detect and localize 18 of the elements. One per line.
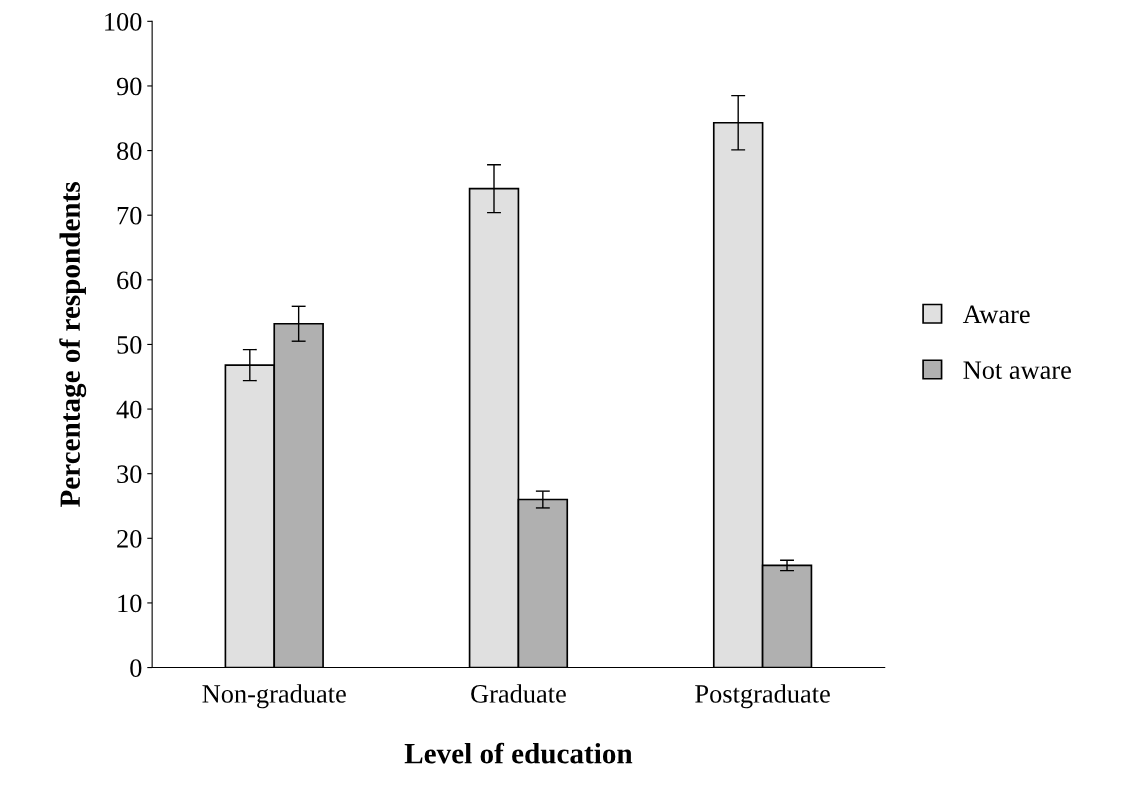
- legend-label: Aware: [962, 305, 1030, 324]
- legend-label: Not aware: [963, 361, 1071, 380]
- x-axis-title: Level of education: [404, 742, 633, 764]
- x-tick-label: Non-graduate: [202, 684, 346, 709]
- x-tick-label: Postgraduate: [695, 684, 830, 709]
- y-tick-label: 0: [130, 659, 142, 677]
- y-tick-label: 100: [105, 12, 142, 31]
- y-tick-label: 30: [117, 465, 142, 484]
- y-tick-label: 40: [116, 400, 142, 419]
- y-axis-title: Percentage of respondents: [59, 182, 87, 508]
- y-tick-label: 60: [117, 271, 142, 290]
- y-tick-label: 20: [117, 529, 142, 548]
- y-tick-label: 90: [116, 77, 142, 96]
- y-tick-label: 70: [117, 206, 142, 225]
- y-tick-label: 50: [117, 336, 142, 354]
- y-tick-label: 80: [117, 142, 142, 160]
- x-tick-label: Graduate: [471, 684, 566, 703]
- y-tick-label: 10: [118, 594, 142, 613]
